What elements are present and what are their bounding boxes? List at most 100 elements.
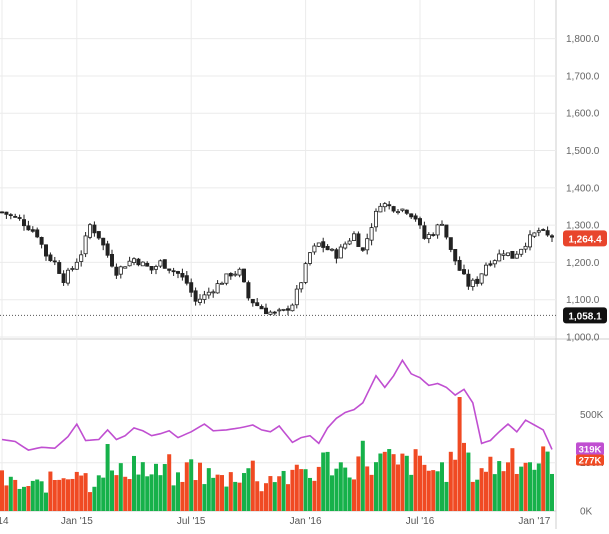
volume-bar xyxy=(145,476,150,511)
candle-body xyxy=(79,254,84,262)
candle-body xyxy=(426,234,431,240)
volume-bar xyxy=(501,471,506,511)
candle-body xyxy=(268,311,273,315)
x-tick-label: Jan '16 xyxy=(290,516,322,527)
candle-body xyxy=(162,259,167,269)
volume-bar xyxy=(497,461,502,511)
volume-bar xyxy=(48,471,53,511)
candle-body xyxy=(61,273,66,283)
candle-body xyxy=(255,302,260,307)
candle-body xyxy=(360,247,365,251)
candle-body xyxy=(461,269,466,275)
volume-bar xyxy=(92,486,97,511)
candle-body xyxy=(448,237,453,250)
volume-bar xyxy=(149,474,154,511)
volume-bar xyxy=(536,463,541,511)
candle-body xyxy=(145,262,150,267)
volume-bar xyxy=(35,479,40,511)
candle-body xyxy=(114,266,119,276)
candle-body xyxy=(175,271,180,274)
candle-body xyxy=(343,243,348,249)
candle-body xyxy=(501,253,506,256)
volume-bar xyxy=(422,464,427,511)
volume-bar xyxy=(457,397,462,511)
candle-body xyxy=(123,266,128,269)
volume-bar xyxy=(118,463,123,511)
candle-body xyxy=(171,270,176,273)
volume-bar xyxy=(44,492,48,511)
volume-bar xyxy=(343,467,348,511)
volume-bar xyxy=(519,466,524,511)
candle-body xyxy=(457,259,462,271)
candle-body xyxy=(184,275,189,284)
candle-body xyxy=(136,258,141,266)
candle-body xyxy=(13,215,18,218)
volume-bar xyxy=(233,481,238,511)
candle-body xyxy=(4,211,9,215)
volume-bar xyxy=(79,475,84,511)
candle-body xyxy=(189,282,194,293)
volume-tick-label: 0K xyxy=(580,507,593,518)
candle-body xyxy=(391,206,396,212)
candle-body xyxy=(211,291,216,294)
volume-bar xyxy=(448,451,453,511)
candle-body xyxy=(545,230,550,236)
volume-bar xyxy=(4,485,9,511)
candle-body xyxy=(8,214,13,217)
volume-bar xyxy=(488,456,493,511)
volume-bar xyxy=(57,479,62,511)
volume-last-label: 277K xyxy=(579,455,602,466)
candle-body xyxy=(387,204,392,207)
candle-body xyxy=(378,205,383,213)
volume-bar xyxy=(347,477,352,511)
volume-bar xyxy=(281,470,286,511)
volume-bar xyxy=(294,464,299,511)
candle-body xyxy=(475,278,480,284)
volume-bar xyxy=(140,462,145,511)
price-tick-label: 1,600.0 xyxy=(566,109,600,120)
volume-bar xyxy=(162,464,167,511)
volume-bar xyxy=(303,469,308,511)
candle-body xyxy=(453,248,458,262)
volume-bar xyxy=(514,473,519,511)
volume-bar xyxy=(550,473,554,511)
candle-body xyxy=(316,242,321,247)
volume-average-line xyxy=(1,358,553,451)
candle-body xyxy=(479,273,484,284)
volume-bar xyxy=(0,470,4,511)
candle-body xyxy=(365,238,370,251)
candle-body xyxy=(382,203,387,208)
candle-body xyxy=(127,260,132,267)
volume-bar xyxy=(462,442,466,511)
candle-body xyxy=(439,223,444,226)
volume-bar xyxy=(470,481,475,511)
volume-bar xyxy=(277,476,282,511)
volume-bar xyxy=(132,455,136,511)
candle-body xyxy=(321,241,326,248)
volume-bar xyxy=(101,477,106,511)
candle-body xyxy=(528,234,533,248)
candle-body xyxy=(290,304,295,312)
candle-body xyxy=(250,298,255,304)
volume-bar xyxy=(492,474,497,511)
volume-bar xyxy=(206,468,211,511)
candle-body xyxy=(483,264,488,276)
candle-body xyxy=(118,266,123,275)
candle-body xyxy=(444,224,449,238)
candle-body xyxy=(395,211,400,214)
candle-body xyxy=(541,229,546,231)
volume-bar xyxy=(352,479,356,511)
candle-body xyxy=(277,309,282,312)
candle-body xyxy=(536,230,541,233)
candle-body xyxy=(21,219,26,227)
price-tick-label: 1,200.0 xyxy=(566,258,600,269)
volume-bar xyxy=(242,473,246,511)
volume-bar xyxy=(215,474,220,511)
volume-bar xyxy=(431,470,436,511)
volume-bar xyxy=(17,488,22,511)
volume-bar xyxy=(418,455,422,511)
volume-average-label: 319K xyxy=(579,444,602,455)
volume-bar xyxy=(365,466,370,511)
volume-bar xyxy=(396,464,400,511)
candle-body xyxy=(431,234,436,236)
